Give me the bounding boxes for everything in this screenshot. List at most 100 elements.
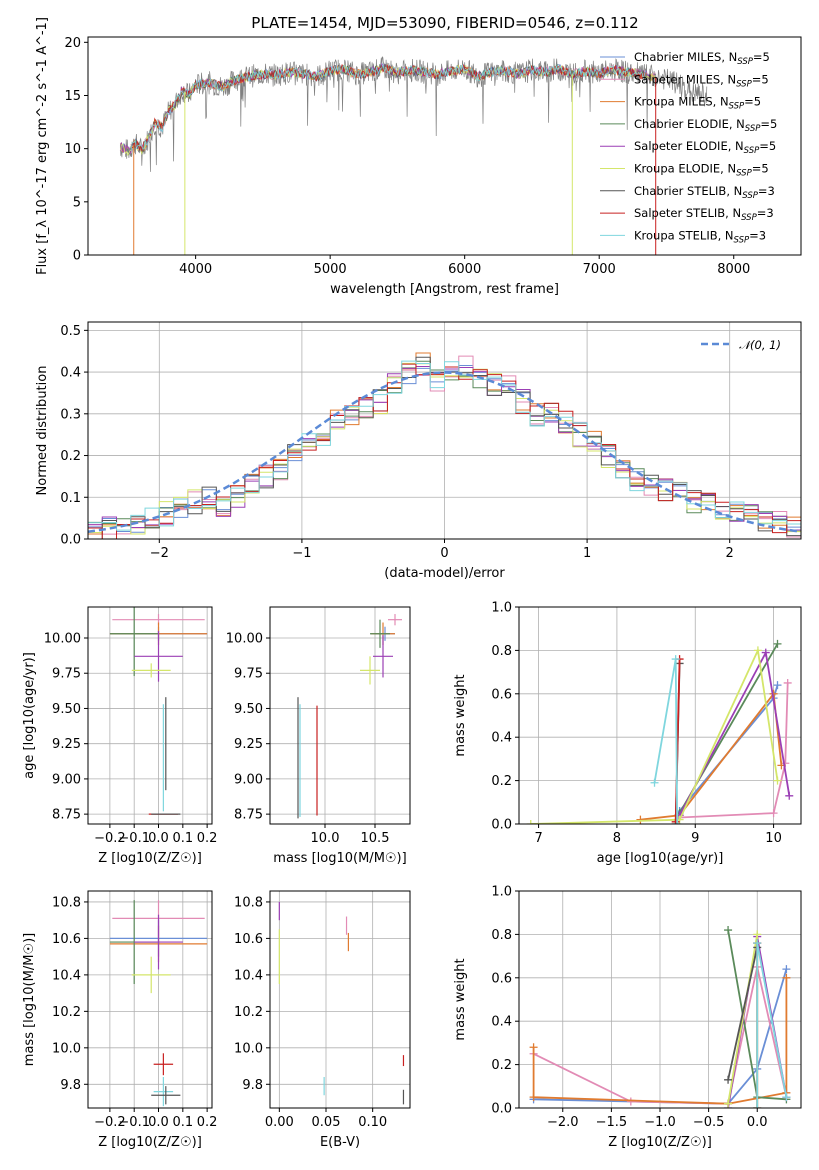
y-tick-label: 0.2	[60, 449, 81, 464]
x-axis-label: age [log10(age/yr)]	[597, 851, 724, 866]
x-tick-label: 9	[691, 831, 699, 846]
x-tick-label: 0.0	[747, 1115, 768, 1130]
y-tick-label: 0.2	[491, 1058, 512, 1073]
panel-massweight-age: 7 8 9 10 0.0 0.2 0.4 0.6 0.8 1.0 age [log10(age/yr…	[453, 601, 802, 866]
histogram-step-kroupa_stelib	[88, 360, 801, 531]
x-axis-label: Z [log10(Z/Z☉)]	[608, 1135, 712, 1150]
series-line-kroupa_miles	[640, 691, 783, 821]
legend-label: Salpeter MILES, NSSP=5	[634, 72, 769, 89]
gaussian-curve	[88, 371, 801, 533]
series-marker	[773, 681, 782, 690]
y-tick-label: 9.00	[52, 772, 81, 787]
y-tick-label: 8.75	[52, 808, 81, 823]
x-axis-label: wavelength [Angstrom, rest frame]	[330, 282, 559, 297]
y-tick-label: 10.6	[52, 932, 81, 947]
legend-label: 𝒩(0, 1)	[739, 338, 781, 352]
y-tick-label: 9.50	[52, 702, 81, 717]
y-tick-label: 9.25	[234, 737, 263, 752]
chart-panels: Chabrier MILES, NSSP=5 Salpeter MILES, NS…	[22, 17, 802, 1150]
series-marker	[671, 817, 680, 824]
errorbar-kroupa_elodie	[131, 663, 171, 678]
x-tick-label: 0.2	[197, 831, 218, 846]
y-tick-label: 0.4	[491, 1015, 512, 1030]
legend-label: Chabrier STELIB, NSSP=3	[634, 184, 775, 201]
x-tick-label: −0.1	[118, 831, 150, 846]
series-marker	[753, 930, 762, 939]
panel-age-mass: 10.0 10.5 8.75 9.00 9.25 9.50 9.75 10.00 mass [l…	[226, 606, 411, 866]
series-marker	[636, 815, 645, 824]
series-marker	[724, 1099, 733, 1108]
y-tick-label: 0.8	[491, 644, 512, 659]
axes-frame	[269, 890, 411, 1109]
legend-label: Kroupa ELODIE, NSSP=5	[634, 162, 769, 179]
x-tick-label: 0.0	[148, 831, 169, 846]
x-tick-label: 0.0	[148, 1115, 169, 1130]
y-tick-label: 10.4	[52, 968, 81, 983]
errorbar-salpeter_miles	[388, 614, 402, 626]
y-tick-label: 0.6	[491, 971, 512, 986]
x-axis-label: Z [log10(Z/Z☉)]	[98, 851, 202, 866]
errorbar-chabrier_stelib	[151, 1086, 181, 1105]
axes-frame	[87, 606, 213, 825]
y-tick-label: 10.0	[234, 1041, 263, 1056]
series-marker	[753, 646, 762, 655]
y-axis-label: age [log10(age/yr)]	[22, 652, 37, 779]
x-tick-label: −0.2	[94, 831, 126, 846]
series-marker	[650, 778, 659, 787]
legend-label: Chabrier ELODIE, NSSP=5	[634, 117, 777, 134]
series-marker	[785, 791, 794, 800]
series-marker	[724, 1075, 733, 1084]
legend-label: Chabrier MILES, NSSP=5	[634, 50, 770, 67]
errorbar-salpeter_stelib	[153, 1053, 174, 1076]
y-axis-label: mass weight	[453, 958, 468, 1040]
y-tick-label: 10.6	[234, 932, 263, 947]
y-tick-label: 9.75	[234, 667, 263, 682]
series-marker	[782, 973, 791, 982]
y-tick-label: 10.2	[52, 1005, 81, 1020]
y-tick-label: 0.4	[491, 731, 512, 746]
data-layer	[529, 926, 791, 1108]
y-tick-label: 0.8	[491, 928, 512, 943]
x-axis-label: (data-model)/error	[384, 566, 505, 581]
x-axis-label: mass [log10(M/M☉)]	[273, 851, 406, 866]
series-marker	[626, 1097, 635, 1106]
series-marker	[529, 1093, 538, 1102]
series-line-chabrier_stelib	[727, 947, 759, 1080]
x-tick-label: 10	[765, 831, 782, 846]
errorbar-kroupa_stelib	[153, 1077, 174, 1107]
series-line-kroupa_elodie	[530, 647, 779, 824]
y-tick-label: 0.1	[60, 491, 81, 506]
y-tick-label: 10.00	[226, 632, 263, 647]
errorbar-kroupa_elodie	[131, 956, 171, 994]
y-tick-label: 0	[73, 249, 81, 264]
errorbar-chabrier_elodie	[109, 607, 159, 677]
y-tick-label: 0.6	[491, 687, 512, 702]
y-tick-label: 9.25	[52, 737, 81, 752]
y-tick-label: 20	[64, 36, 81, 51]
x-tick-label: −0.1	[118, 1115, 150, 1130]
x-tick-label: 0.00	[265, 1115, 294, 1130]
spectrum-model-line-chabrier_stelib	[130, 63, 646, 153]
y-axis-label: mass weight	[453, 674, 468, 756]
series-line-salpeter_miles	[679, 682, 789, 819]
x-tick-label: 10.0	[311, 831, 340, 846]
x-tick-label: 0.1	[172, 1115, 193, 1130]
series-marker	[529, 1043, 538, 1052]
y-tick-label: 9.50	[234, 702, 263, 717]
x-tick-label: −0.2	[94, 1115, 126, 1130]
y-tick-label: 10.4	[234, 968, 263, 983]
data-layer	[526, 639, 794, 824]
panel-mass-z: −0.2−0.10.0 0.1 0.2 9.8 10.0 10.2 10.4 10.6 10.8…	[22, 890, 217, 1150]
data-layer	[297, 614, 402, 819]
legend-label: Kroupa STELIB, NSSP=3	[634, 228, 766, 245]
x-tick-label: −2	[150, 546, 169, 561]
panel-residuals: 𝒩(0, 1) −2 −1 0 1 2 0.0 0.1 0.2 0.3 0.4 0.5 (data-mo…	[35, 321, 802, 581]
y-tick-label: 10.8	[52, 895, 81, 910]
data-layer	[278, 901, 405, 1105]
series-marker	[769, 809, 778, 818]
panel-spectrum: Chabrier MILES, NSSP=5 Salpeter MILES, NS…	[35, 17, 802, 297]
series-marker	[526, 820, 535, 824]
x-tick-label: 7000	[583, 262, 616, 277]
errorbar-salpeter_elodie	[134, 630, 183, 682]
